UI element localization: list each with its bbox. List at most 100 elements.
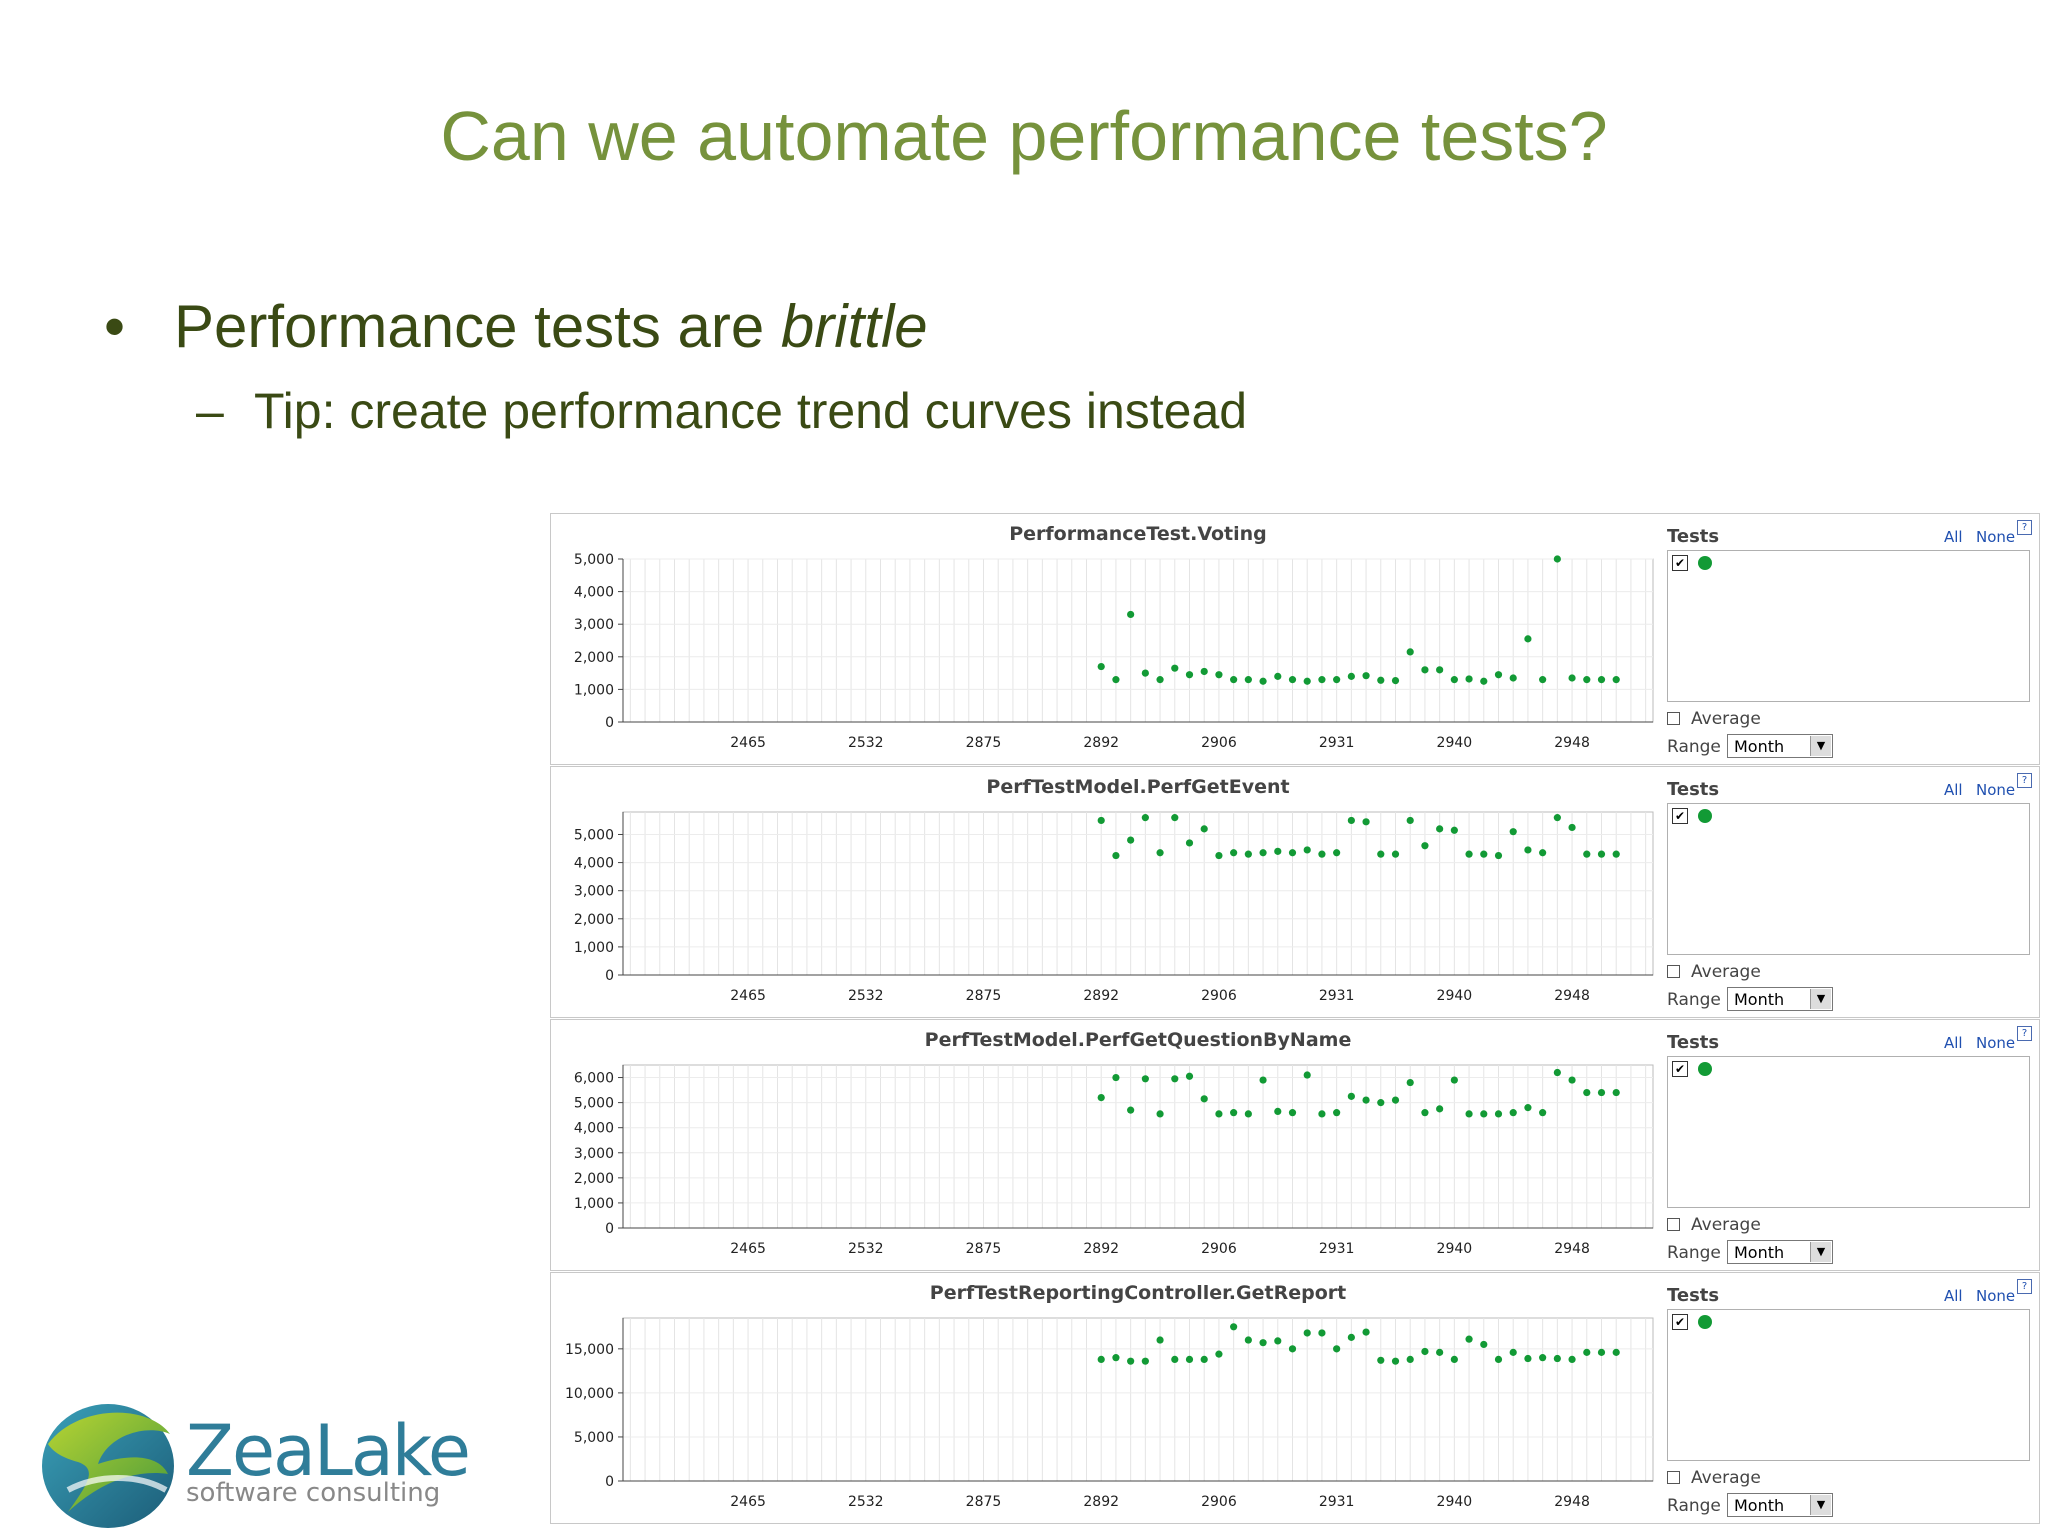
select-none-link[interactable]: None [1976, 1034, 2016, 1052]
help-icon[interactable]: ? [2017, 773, 2032, 788]
y-tick-label: 4,000 [574, 1121, 614, 1137]
data-point [1274, 1337, 1282, 1345]
data-point [1421, 842, 1429, 850]
chart-panel-voting: PerformanceTest.Voting 0 1,000 2,000 3,000 4,… [550, 513, 2040, 765]
select-all-link[interactable]: All [1944, 781, 1963, 799]
data-point [1377, 676, 1385, 684]
x-tick-label: 2532 [848, 735, 884, 751]
average-checkbox[interactable] [1667, 712, 1680, 725]
x-tick-label: 2906 [1201, 735, 1237, 751]
x-tick-label: 2532 [848, 1494, 884, 1510]
select-none-link[interactable]: None [1976, 528, 2016, 546]
data-point [1274, 672, 1282, 680]
x-tick-label: 2465 [730, 735, 766, 751]
data-point [1347, 816, 1355, 825]
dropdown-arrow-icon[interactable]: ▼ [1810, 1495, 1831, 1515]
plot-area [622, 811, 1654, 976]
select-all-link[interactable]: All [1944, 528, 1963, 546]
data-point [1480, 677, 1488, 685]
data-point [1568, 1076, 1576, 1084]
help-icon[interactable]: ? [2017, 1279, 2032, 1294]
data-point [1171, 1075, 1179, 1083]
chart-svg-get-report: PerfTestReportingController.GetReport 0 5,… [565, 1282, 1654, 1510]
test-checkbox[interactable]: ✔ [1672, 1314, 1688, 1330]
data-point [1480, 850, 1488, 858]
data-point [1494, 1110, 1503, 1118]
range-dropdown[interactable]: Month ▼ [1727, 1493, 1833, 1517]
help-icon[interactable]: ? [2017, 1026, 2032, 1041]
data-point [1509, 1109, 1517, 1117]
series-color-dot-icon [1698, 1062, 1712, 1076]
data-point [1465, 1110, 1473, 1118]
range-dropdown[interactable]: Month ▼ [1727, 734, 1833, 758]
x-tick-label: 2948 [1554, 1241, 1590, 1257]
select-none-link[interactable]: None [1976, 1287, 2016, 1305]
range-dropdown-value: Month [1734, 990, 1785, 1009]
data-point [1318, 676, 1326, 684]
data-point [1539, 676, 1547, 684]
data-point [1215, 851, 1223, 860]
data-point [1303, 677, 1311, 685]
data-point [1583, 676, 1591, 684]
plot-area [622, 558, 1654, 723]
data-point [1450, 1355, 1458, 1364]
test-selector-panel: Tests All None? ✔ Average Range Month ▼ [1664, 1273, 2041, 1525]
x-tick-label: 2906 [1201, 1494, 1237, 1510]
select-all-link[interactable]: All [1944, 1034, 1963, 1052]
data-point [1494, 1355, 1503, 1364]
x-tick-label: 2931 [1319, 1241, 1355, 1257]
data-point [1347, 1092, 1355, 1100]
x-tick-label: 2948 [1554, 988, 1590, 1004]
data-point [1230, 1109, 1238, 1117]
zealake-logo: ZeaLake software consulting [38, 1394, 471, 1534]
x-tick-label: 2940 [1437, 1494, 1473, 1510]
data-point [1244, 850, 1252, 858]
data-point [1097, 662, 1105, 671]
tests-list: ✔ [1667, 803, 2030, 955]
range-dropdown-value: Month [1734, 1243, 1785, 1262]
test-checkbox[interactable]: ✔ [1672, 808, 1688, 824]
data-point [1244, 1110, 1252, 1118]
x-tick-label: 2948 [1554, 735, 1590, 751]
data-point [1127, 1106, 1135, 1114]
data-point [1141, 1357, 1149, 1365]
tests-heading: Tests [1667, 526, 1720, 547]
test-checkbox[interactable]: ✔ [1672, 555, 1688, 571]
series-color-dot-icon [1698, 1315, 1712, 1329]
help-icon[interactable]: ? [2017, 520, 2032, 535]
data-point [1597, 676, 1606, 684]
dropdown-arrow-icon[interactable]: ▼ [1810, 1242, 1831, 1262]
chart-svg-perf-get-question-by-name: PerfTestModel.PerfGetQuestionByName 0 1,00… [574, 1029, 1654, 1257]
bullet-text-emphasis: brittle [780, 293, 928, 360]
average-checkbox[interactable] [1667, 1218, 1680, 1231]
test-checkbox[interactable]: ✔ [1672, 1061, 1688, 1077]
data-point [1347, 1333, 1355, 1341]
data-point [1303, 846, 1311, 854]
chart-svg-voting: PerformanceTest.Voting 0 1,000 2,000 3,000 4,… [574, 523, 1654, 751]
average-checkbox[interactable] [1667, 1471, 1680, 1484]
data-point [1200, 1355, 1208, 1364]
y-tick-label: 0 [605, 1221, 614, 1237]
sub-bullet-text: Tip: create performance trend curves ins… [254, 383, 1248, 439]
data-point [1539, 1109, 1547, 1117]
data-point [1318, 1329, 1326, 1337]
select-all-link[interactable]: All [1944, 1287, 1963, 1305]
range-label: Range [1667, 990, 1721, 1010]
data-point [1097, 1094, 1105, 1102]
x-tick-label: 2931 [1319, 735, 1355, 751]
data-point [1391, 1357, 1400, 1365]
data-point [1362, 818, 1370, 826]
dropdown-arrow-icon[interactable]: ▼ [1810, 989, 1831, 1009]
data-point [1612, 1348, 1620, 1356]
range-dropdown[interactable]: Month ▼ [1727, 987, 1833, 1011]
average-checkbox[interactable] [1667, 965, 1680, 978]
tests-heading: Tests [1667, 1032, 1720, 1053]
range-dropdown[interactable]: Month ▼ [1727, 1240, 1833, 1264]
data-point [1347, 672, 1355, 680]
y-tick-label: 3,000 [574, 617, 614, 633]
dropdown-arrow-icon[interactable]: ▼ [1810, 736, 1831, 756]
data-point [1141, 669, 1149, 677]
data-point [1524, 846, 1532, 854]
select-none-link[interactable]: None [1976, 781, 2016, 799]
data-point [1185, 671, 1194, 679]
